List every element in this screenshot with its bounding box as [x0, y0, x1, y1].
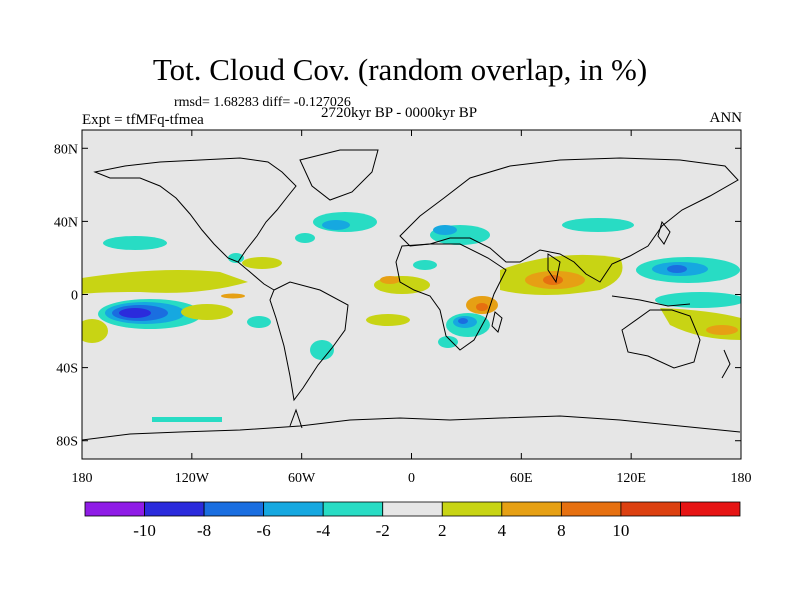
anomaly-sw-pacific-orange: [706, 325, 738, 335]
anomaly-atlantic-east: [413, 260, 437, 270]
anomaly-e-pacific: [181, 304, 233, 320]
lat-tick-label: 80S: [56, 435, 78, 450]
lat-tick-label: 80N: [54, 142, 78, 157]
colorbar-label: -10: [133, 521, 156, 540]
anomaly-e-asia: [562, 218, 634, 232]
colorbar-bin: [322, 501, 384, 517]
anomaly-w-pacific-core: [667, 265, 687, 273]
anomaly-s-africa-inner: [458, 318, 468, 324]
lat-tick-label: 40S: [56, 362, 78, 377]
coast-eurasia: [399, 157, 739, 283]
coast-india: [547, 253, 561, 284]
anomaly-contours: [82, 212, 741, 422]
anomaly-arabian-center: [543, 275, 563, 285]
anomaly-mid-atlantic: [295, 233, 315, 243]
period-text: 2720kyr BP - 0000kyr BP: [321, 105, 478, 121]
anomaly-caribbean: [228, 253, 244, 263]
coast-central-america: [237, 261, 275, 291]
colorbar-label: -2: [376, 521, 390, 540]
lat-tick-label: 0: [71, 289, 78, 304]
anomaly-eq-pacific-orange: [221, 293, 245, 299]
coast-greenland: [299, 149, 379, 201]
map-background: [82, 130, 741, 459]
colorbar-bin: [501, 501, 562, 517]
anomaly-mediterranean: [433, 225, 457, 235]
colorbar-bin: [203, 501, 265, 517]
anomaly-sw-africa: [438, 336, 458, 348]
colorbar-bin: [620, 501, 681, 517]
lon-tick-label: 180: [72, 471, 93, 486]
anomaly-eq-pacific: [82, 270, 248, 294]
lon-tick-label: 120E: [616, 471, 646, 486]
anomaly-madagascar-core: [476, 303, 488, 311]
lon-tick-label: 60W: [288, 471, 316, 486]
coastlines: [82, 149, 741, 441]
colorbar-bin: [680, 501, 741, 517]
colorbar-bin: [263, 501, 324, 517]
lon-tick-label: 120W: [175, 471, 210, 486]
coast-australia: [621, 309, 701, 369]
lon-tick-label: 0: [408, 471, 415, 486]
anomaly-s-pacific-west: [82, 319, 108, 343]
lon-axis: 180 120W 60W 0 60E 120E 180: [72, 130, 752, 486]
anomaly-w-pacific-south: [655, 292, 741, 308]
coast-japan: [657, 220, 671, 245]
colorbar-bin: [382, 501, 443, 517]
coast-indonesia: [611, 295, 691, 307]
lon-tick-label: 180: [731, 471, 752, 486]
coast-antarctica: [82, 415, 741, 441]
coast-madagascar: [491, 311, 503, 333]
coast-south-america: [269, 281, 349, 402]
colorbar-label: -4: [316, 521, 331, 540]
colorbar-label: -6: [257, 521, 271, 540]
colorbar-label: 8: [557, 521, 566, 540]
season-label: ANN: [709, 110, 743, 126]
colorbar-label: 2: [438, 521, 447, 540]
coast-africa: [395, 243, 507, 351]
colorbar-label: 10: [612, 521, 629, 540]
colorbar-label: -8: [197, 521, 211, 540]
experiment-label: Expt = tfMFq-tfmea: [82, 112, 204, 128]
coast-north-america: [93, 157, 297, 263]
lat-tick-label: 40N: [54, 215, 78, 230]
coast-antarctic-peninsula: [289, 408, 303, 429]
anomaly-gulf-guinea: [380, 276, 400, 284]
colorbar: -10 -8 -6 -4 -2 2 4 8 10: [84, 501, 741, 540]
colorbar-label: 4: [498, 521, 507, 540]
colorbar-bin: [144, 501, 205, 517]
anomaly-central-america: [242, 257, 282, 269]
lat-axis: 80N 40N 0 40S 80S: [54, 142, 741, 450]
anomaly-s-atlantic: [366, 314, 410, 326]
anomaly-n-atlantic-core: [322, 220, 350, 230]
anomaly-s-ocean: [152, 417, 222, 422]
anomaly-s-america: [310, 340, 334, 360]
colorbar-bin: [441, 501, 503, 517]
stats-text: rmsd= 1.68283 diff= -0.127026: [174, 95, 351, 110]
anomaly-ne-pacific: [103, 236, 167, 250]
coast-new-zealand: [721, 349, 731, 379]
plot-title: Tot. Cloud Cov. (random overlap, in %): [152, 52, 648, 87]
colorbar-bin: [560, 501, 622, 517]
anomaly-e-pacific-cyan: [247, 316, 271, 328]
colorbar-bin: [84, 501, 145, 517]
lon-tick-label: 60E: [510, 471, 533, 486]
anomaly-pacific-core: [119, 308, 151, 318]
